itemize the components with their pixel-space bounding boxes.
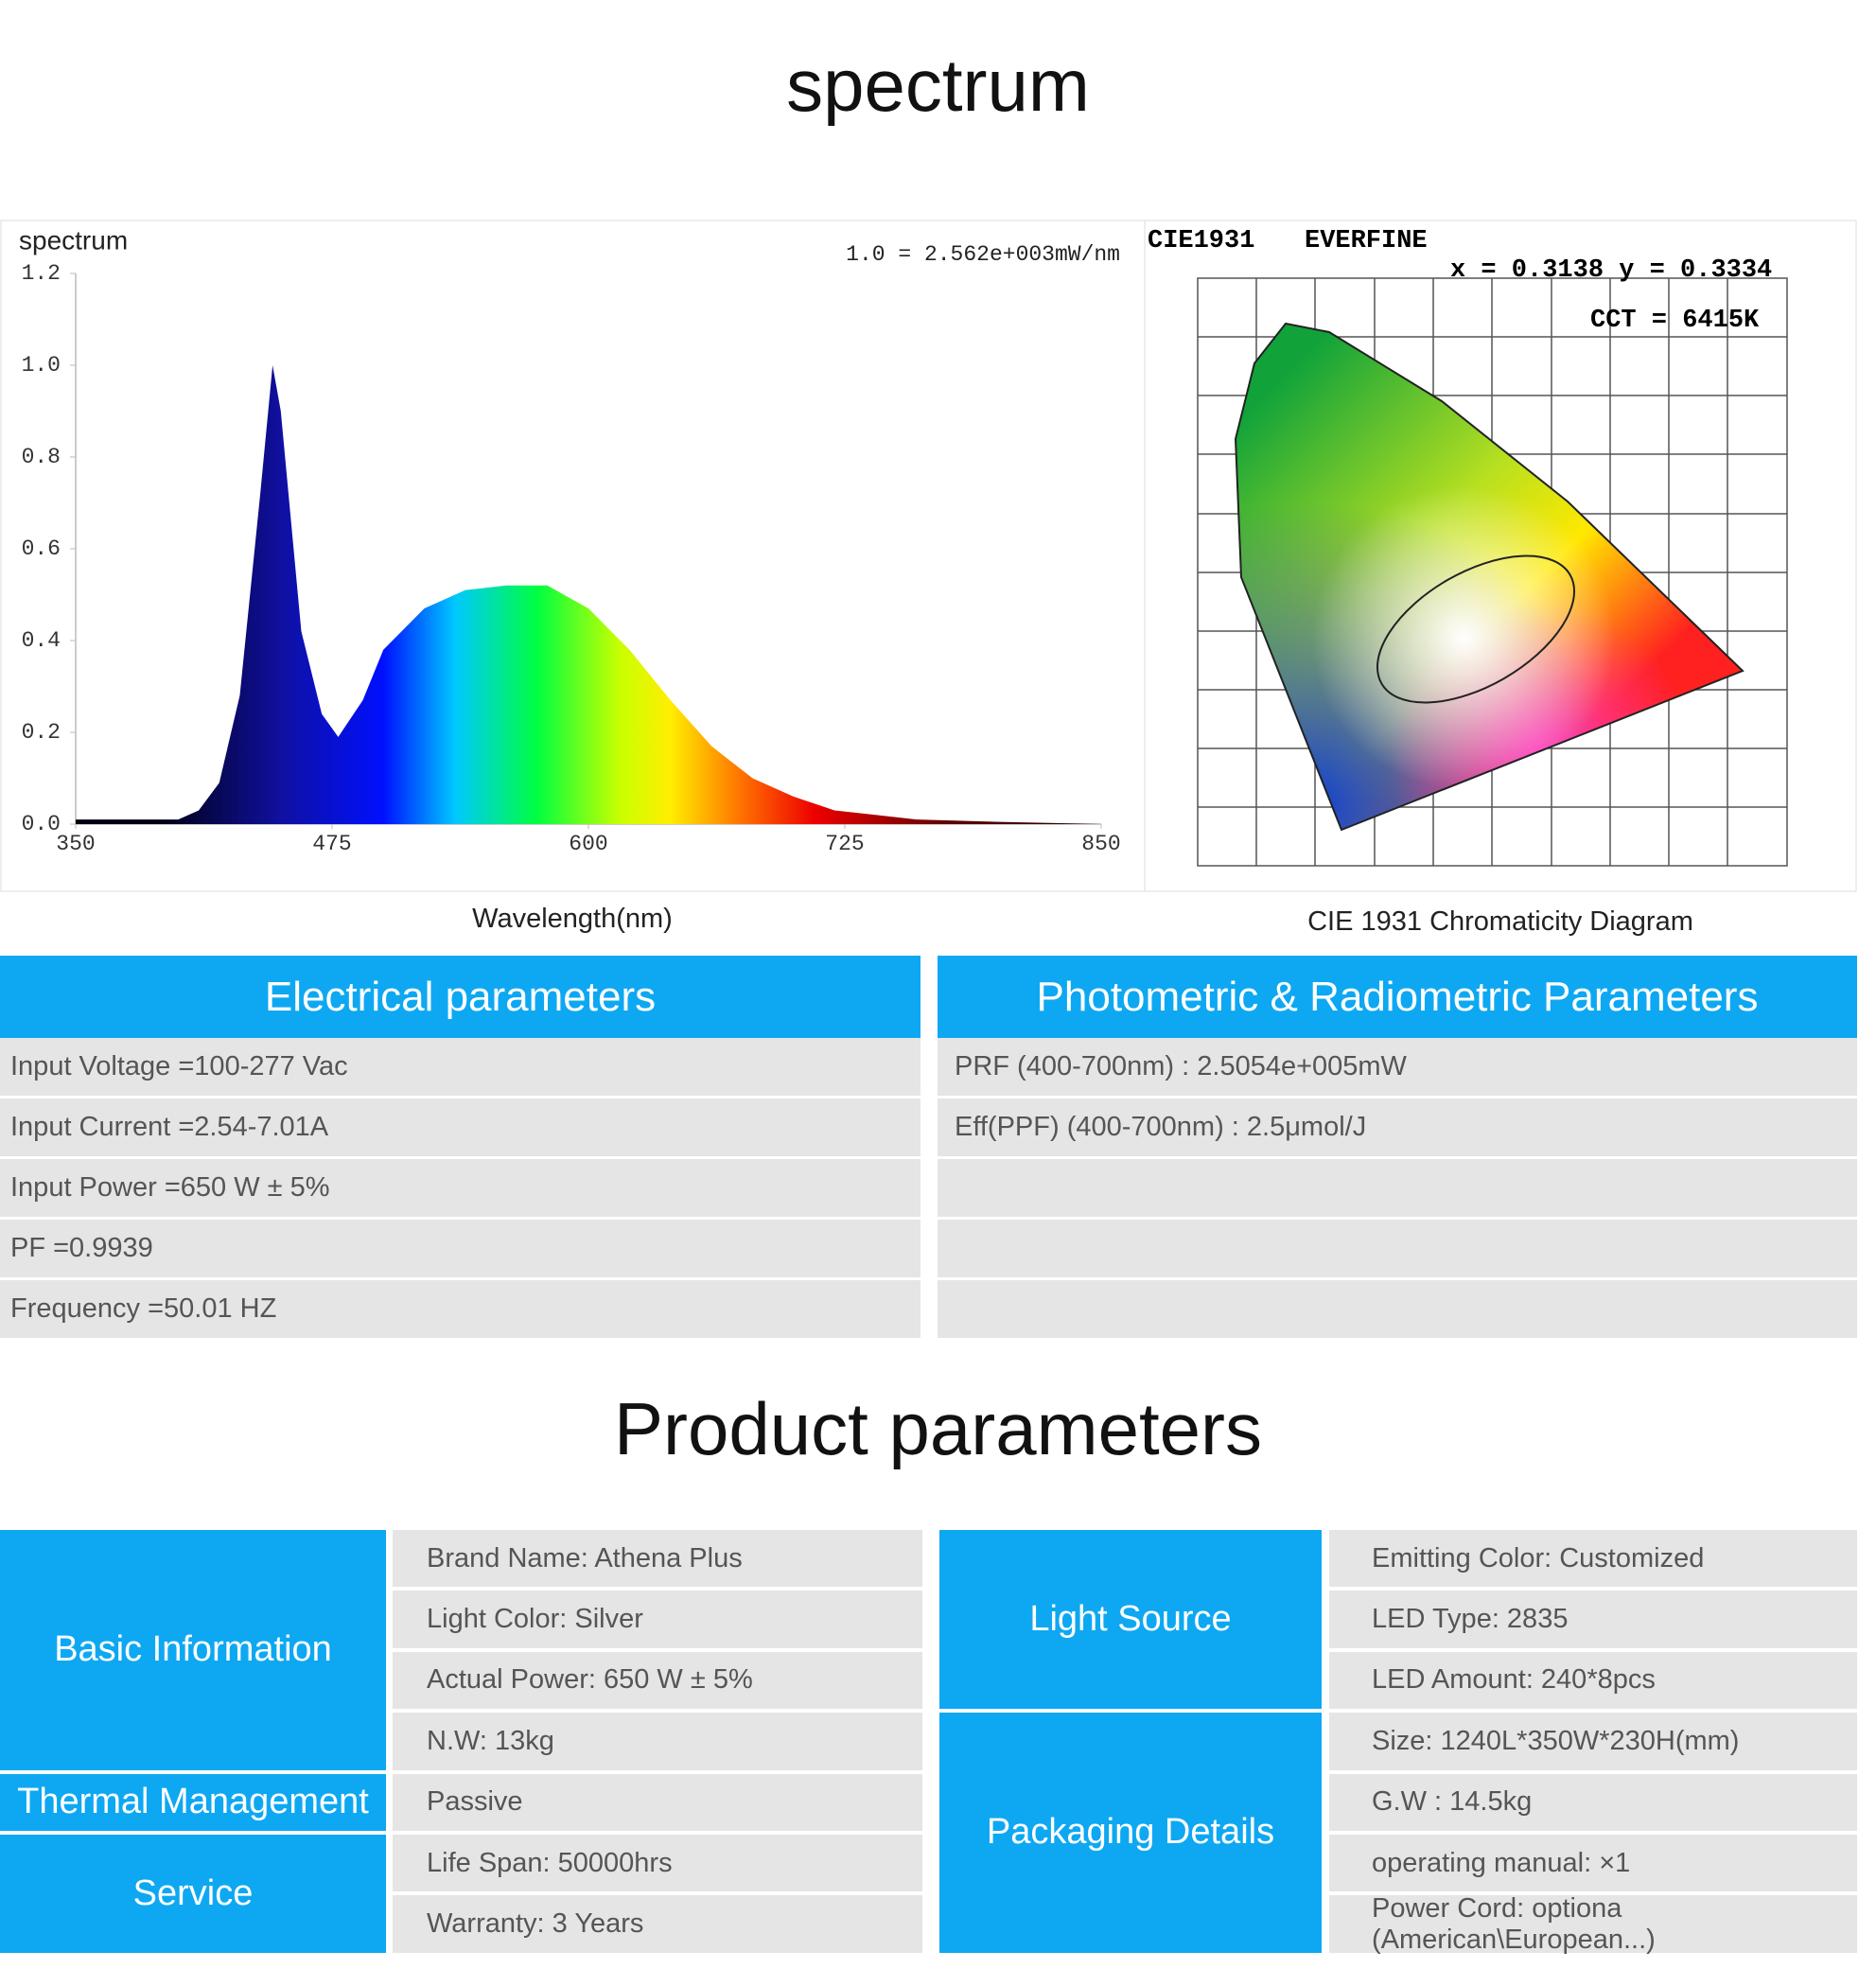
- y-tick-label: 0.6: [22, 536, 61, 561]
- param-row: [938, 1159, 1857, 1217]
- product-item: operating manual: ×1: [1329, 1835, 1857, 1892]
- product-item: Actual Power: 650 W ± 5%: [393, 1651, 922, 1710]
- y-tick-label: 0.8: [22, 445, 61, 469]
- param-row: Input Current =2.54-7.01A: [0, 1099, 920, 1156]
- cie-title: CIE1931: [1148, 227, 1254, 255]
- cie-caption: CIE 1931 Chromaticity Diagram: [1307, 906, 1693, 937]
- product-item: G.W : 14.5kg: [1329, 1773, 1857, 1831]
- product-item: LED Type: 2835: [1329, 1591, 1857, 1648]
- x-tick-label: 725: [825, 832, 864, 856]
- product-item: LED Amount: 240*8pcs: [1329, 1651, 1857, 1710]
- cie-brand: EVERFINE: [1305, 227, 1428, 255]
- param-row: Input Voltage =100-277 Vac: [0, 1038, 920, 1096]
- product-item: Light Color: Silver: [393, 1591, 922, 1648]
- group-label: Service: [0, 1835, 386, 1953]
- section-title: Product parameters: [614, 1387, 1262, 1470]
- group-label: Packaging Details: [939, 1713, 1322, 1953]
- y-tick-label: 0.4: [22, 628, 61, 653]
- y-tick-label: 1.2: [22, 261, 61, 286]
- x-tick-label: 475: [312, 832, 351, 856]
- y-tick-label: 0.0: [22, 812, 61, 836]
- cie-frame: [1144, 220, 1857, 892]
- group-label: Thermal Management: [0, 1773, 386, 1831]
- cie-diagram: [1234, 322, 1745, 832]
- product-item: Power Cord: optiona (American\European..…: [1329, 1893, 1857, 1955]
- table-header: Electrical parameters: [0, 956, 920, 1038]
- product-item: Size: 1240L*350W*230H(mm): [1329, 1713, 1857, 1770]
- chart-title: spectrum: [19, 225, 128, 255]
- param-row: PF =0.9939: [0, 1220, 920, 1277]
- product-item: Life Span: 50000hrs: [393, 1835, 922, 1892]
- product-item: Emitting Color: Customized: [1329, 1530, 1857, 1588]
- product-item: Warranty: 3 Years: [393, 1895, 922, 1953]
- cie-cct: CCT = 6415K: [1590, 307, 1760, 335]
- param-row: [938, 1220, 1857, 1277]
- chart-annotation: 1.0 = 2.562e+003mW/nm: [846, 242, 1120, 267]
- x-tick-label: 850: [1081, 832, 1120, 856]
- cie-coords: x = 0.3138 y = 0.3334: [1450, 256, 1772, 285]
- x-tick-label: 600: [569, 832, 607, 856]
- section-title: spectrum: [786, 44, 1090, 127]
- chart: CIE1931 EVERFINE x = 0.3138 y = 0.3334 C…: [0, 220, 1857, 892]
- product-item: Passive: [393, 1773, 922, 1831]
- product-item: Brand Name: Athena Plus: [393, 1530, 922, 1588]
- table-header: Photometric & Radiometric Parameters: [938, 956, 1857, 1038]
- x-axis-label: Wavelength(nm): [472, 904, 673, 934]
- y-tick-label: 1.0: [22, 353, 61, 378]
- x-tick-label: 350: [56, 832, 95, 856]
- param-row: Frequency =50.01 HZ: [0, 1280, 920, 1338]
- param-row: PRF (400-700nm) : 2.5054e+005mW: [938, 1038, 1857, 1096]
- group-label: Basic Information: [0, 1530, 386, 1770]
- param-row: Input Power =650 W ± 5%: [0, 1159, 920, 1217]
- param-row: Eff(PPF) (400-700nm) : 2.5μmol/J: [938, 1099, 1857, 1156]
- product-item: N.W: 13kg: [393, 1713, 922, 1770]
- spectrum-area: [76, 365, 1101, 824]
- y-tick-label: 0.2: [22, 720, 61, 745]
- param-row: [938, 1280, 1857, 1338]
- group-label: Light Source: [939, 1530, 1322, 1710]
